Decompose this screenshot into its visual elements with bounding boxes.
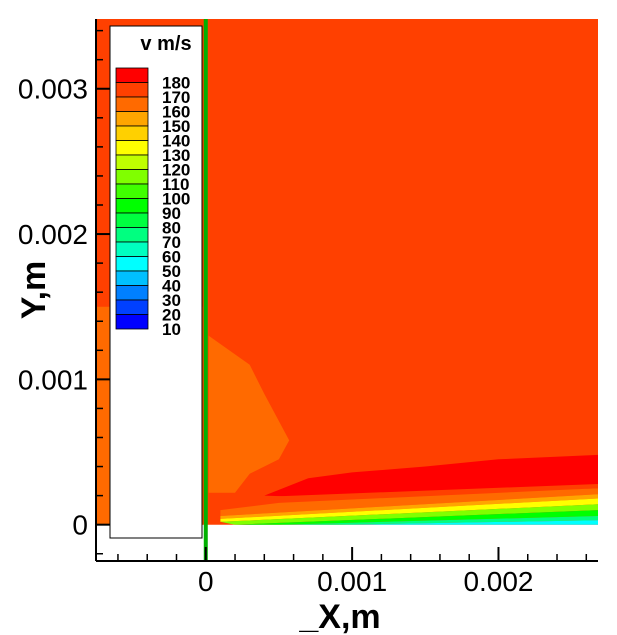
legend-label: 10	[162, 320, 181, 339]
legend-swatch	[115, 169, 149, 185]
x-tick-label: 0.002	[463, 566, 533, 597]
legend-swatch	[115, 212, 149, 228]
y-tick-label: 0.001	[18, 364, 88, 395]
x-axis-ticks: 0 0.001 0.002	[117, 547, 588, 597]
legend-swatch	[115, 111, 149, 127]
legend-label: 170	[162, 88, 190, 107]
legend-swatch	[115, 256, 149, 272]
legend-label: 100	[162, 190, 190, 209]
contour-region	[220, 504, 598, 525]
legend-swatch	[115, 314, 149, 330]
legend-swatch	[115, 285, 149, 301]
contour-region	[220, 488, 598, 516]
legend-label: 40	[162, 277, 181, 296]
legend-label: 60	[162, 248, 181, 267]
legend-label: 180	[162, 74, 190, 93]
legend-label: 110	[162, 175, 189, 194]
legend-label: 140	[162, 132, 190, 151]
contour-region	[235, 510, 598, 525]
contour-region	[208, 335, 290, 493]
legend-label: 30	[162, 291, 181, 310]
legend-label: 150	[162, 117, 190, 136]
y-tick-label: 0.002	[18, 219, 88, 250]
legend-label: 90	[162, 204, 181, 223]
legend-label: 160	[162, 103, 190, 122]
x-tick-label: 0	[198, 566, 214, 597]
legend-swatch	[115, 241, 149, 257]
contour-field	[96, 19, 598, 525]
legend-label: 80	[162, 219, 181, 238]
legend-swatch	[115, 183, 149, 199]
contour-region	[337, 520, 598, 525]
legend-swatch	[115, 154, 149, 170]
contour-region	[278, 516, 598, 525]
legend-title: v m/s	[140, 33, 191, 55]
contour-region	[264, 454, 598, 498]
legend-labels: 1801701601501401301201101009080706050403…	[162, 74, 190, 340]
legend-swatch	[115, 198, 149, 214]
legend-label: 20	[162, 306, 181, 325]
legend-swatch	[115, 299, 149, 315]
y-tick-label: 0.003	[18, 74, 88, 105]
x-axis-title: _X,m	[298, 598, 380, 635]
legend-swatch	[115, 140, 149, 156]
legend-swatches	[115, 67, 149, 330]
y-axis-title: Y,m	[15, 261, 53, 320]
colorbar-legend: v m/s 1801701601501401301201101009080706…	[109, 25, 203, 539]
legend-swatch	[115, 67, 149, 83]
legend-swatch	[115, 82, 149, 98]
legend-swatch	[115, 96, 149, 112]
contour-region	[220, 494, 598, 519]
legend-swatch	[115, 125, 149, 141]
y-axis-ticks: 0 0.001 0.002 0.003	[18, 29, 110, 555]
plot-frame	[95, 19, 598, 562]
legend-swatch	[115, 270, 149, 286]
legend-label: 130	[162, 146, 190, 165]
legend-swatch	[115, 227, 149, 243]
legend-label: 70	[162, 233, 181, 252]
y-tick-label: 0	[72, 510, 88, 541]
x-tick-label: 0.001	[317, 566, 387, 597]
legend-label: 120	[162, 161, 190, 180]
contour-region	[220, 498, 598, 522]
legend-label: 50	[162, 262, 181, 281]
